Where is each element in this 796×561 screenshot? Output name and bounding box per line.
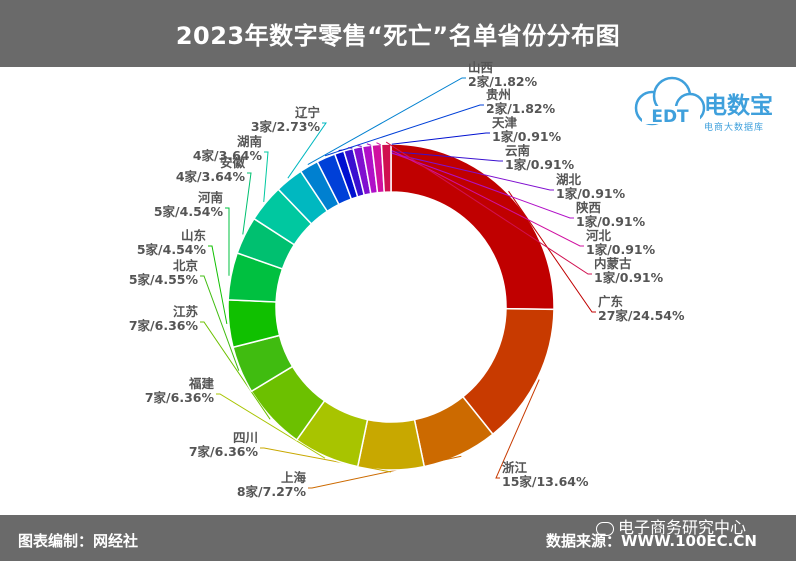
data-label-浙江: 浙江 15家/13.64% xyxy=(502,460,589,489)
leader-line-北京 xyxy=(200,275,240,371)
data-label-陕西: 陕西 1家/0.91% xyxy=(576,200,646,229)
footer-bar xyxy=(0,515,796,561)
data-label-辽宁: 辽宁 3家/2.73% xyxy=(251,105,321,134)
chart-credit: 图表编制：网经社 xyxy=(18,532,139,550)
data-label-福建: 福建 7家/6.36% xyxy=(145,376,215,405)
data-label-湖南: 湖南 4家/3.64% xyxy=(193,134,263,163)
wechat-account-name: 电子商务研究中心 xyxy=(618,518,747,537)
leader-line-陕西 xyxy=(366,143,574,219)
slice-内蒙古 xyxy=(380,143,392,193)
leader-line-河南 xyxy=(225,207,230,276)
data-label-山东: 山东 5家/4.54% xyxy=(137,228,207,257)
leader-line-湖南 xyxy=(263,151,269,203)
data-label-广东: 广东 27家/24.54% xyxy=(598,294,685,323)
data-label-北京: 北京 5家/4.55% xyxy=(129,258,199,287)
svg-text:EDT: EDT xyxy=(651,107,689,127)
slice-四川 xyxy=(356,418,426,471)
data-label-云南: 云南 1家/0.91% xyxy=(505,143,575,172)
leader-line-河北 xyxy=(376,142,584,247)
logo-brand-name: 电数宝 xyxy=(704,93,773,119)
chart-title: 2023年数字零售“死亡”名单省份分布图 xyxy=(175,22,621,50)
data-label-上海: 上海 8家/7.27% xyxy=(237,470,307,499)
data-label-贵州: 贵州 2家/1.82% xyxy=(486,87,556,116)
leader-line-内蒙古 xyxy=(385,141,592,275)
leader-line-广东 xyxy=(508,190,596,313)
data-label-湖北: 湖北 1家/0.91% xyxy=(556,172,626,201)
leader-line-辽宁 xyxy=(287,122,327,179)
leader-line-安徽 xyxy=(242,172,252,235)
data-label-四川: 四川 7家/6.36% xyxy=(189,430,259,459)
leader-line-贵州 xyxy=(324,104,484,157)
wechat-icon xyxy=(596,521,614,536)
leader-line-湖北 xyxy=(357,144,554,191)
title-bar xyxy=(0,0,796,67)
data-label-山西: 山西 2家/1.82% xyxy=(468,60,538,89)
edt-logo: EDT xyxy=(634,76,706,127)
data-label-天津: 天津 1家/0.91% xyxy=(492,115,562,144)
leader-line-福建 xyxy=(216,393,326,459)
wechat-account: 电子商务研究中心 xyxy=(596,514,746,538)
leader-line-云南 xyxy=(347,147,503,162)
data-label-河南: 河南 5家/4.54% xyxy=(154,190,224,219)
data-label-江苏: 江苏 7家/6.36% xyxy=(129,304,199,333)
data-label-河北: 河北 1家/0.91% xyxy=(586,228,656,257)
leader-line-山东 xyxy=(208,245,228,325)
leader-line-山西 xyxy=(307,77,466,165)
data-label-安徽: 安徽 4家/3.64% xyxy=(176,155,246,184)
leader-line-浙江 xyxy=(495,379,540,479)
data-source: 数据来源：WWW.100EC.CN xyxy=(546,532,757,550)
logo-tagline: 电商大数据库 xyxy=(704,123,765,133)
cloud-icon: EDT xyxy=(634,76,706,127)
data-label-内蒙古: 内蒙古 1家/0.91% xyxy=(594,256,664,285)
